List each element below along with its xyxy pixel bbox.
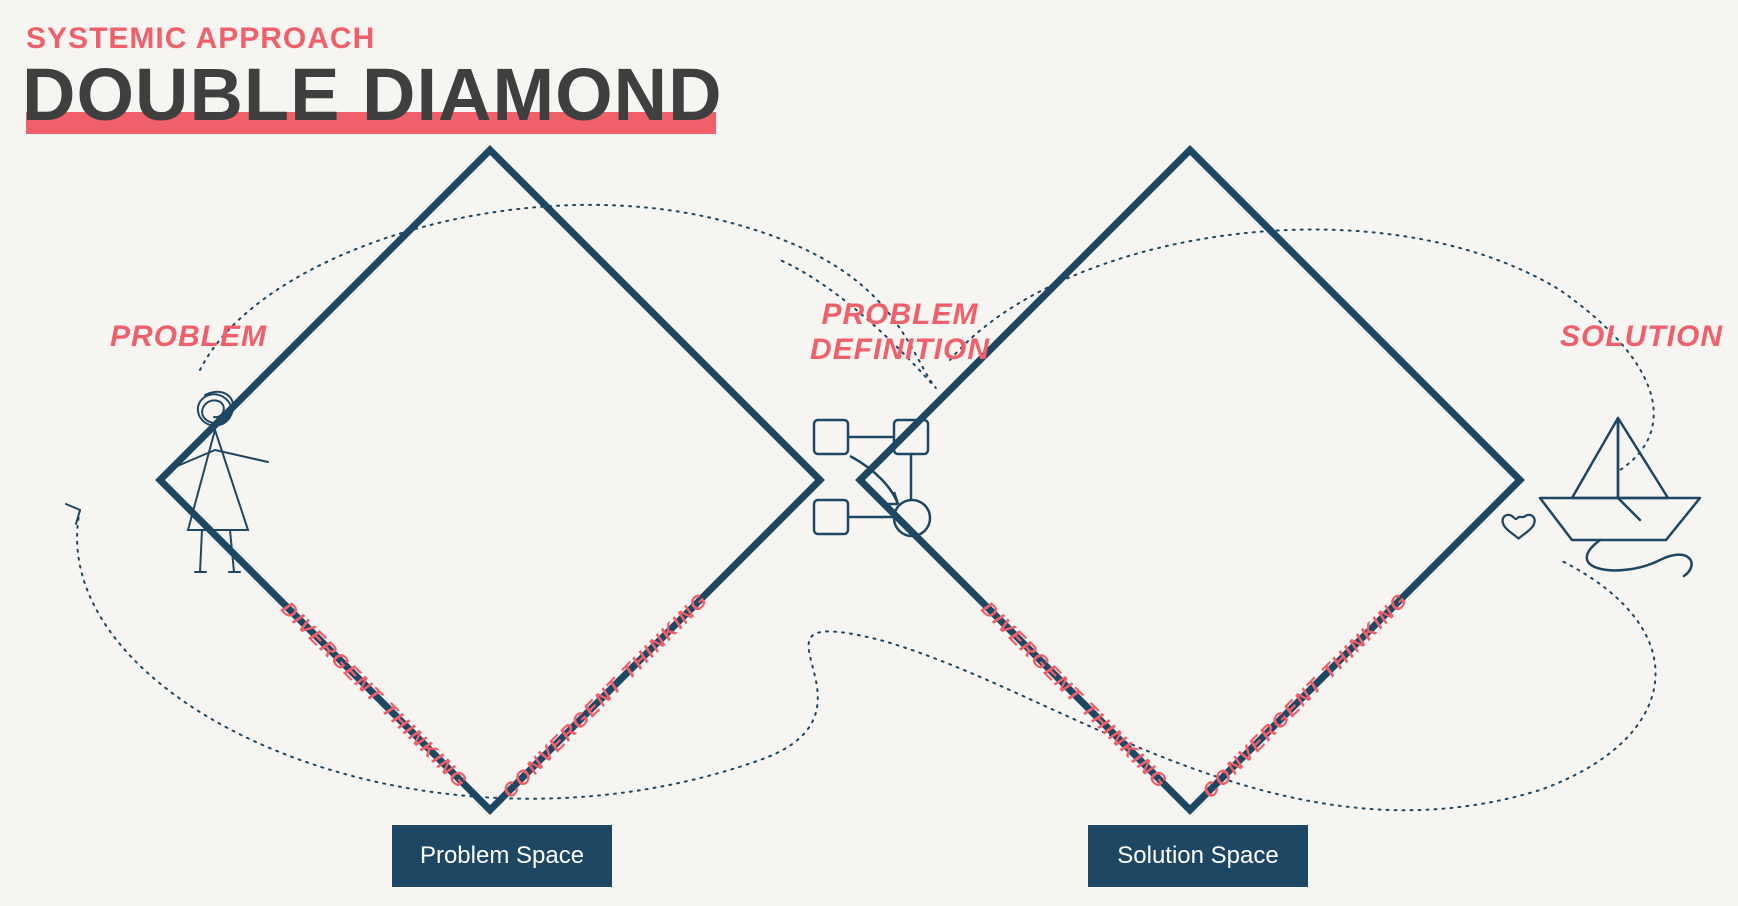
d1-convergent-label: CONVERGENT THINKING — [499, 589, 713, 803]
label-problem-definition-l2: DEFINITION — [810, 333, 990, 366]
definition-icon — [814, 420, 930, 536]
diagram-stage: SYSTEMIC APPROACH DOUBLE DIAMOND — [0, 0, 1738, 906]
label-problem-definition-l1: PROBLEM — [822, 298, 979, 331]
label-problem: PROBLEM — [110, 320, 267, 354]
dotted-connectors — [66, 205, 1656, 810]
diagram-svg: DIVERGENT THINKING CONVERGENT THINKING D… — [0, 0, 1738, 906]
label-problem-definition: PROBLEM DEFINITION — [800, 298, 1000, 367]
d2-divergent-label: DIVERGENT THINKING — [976, 598, 1172, 794]
solution-space-badge: Solution Space — [1088, 825, 1308, 887]
label-solution: SOLUTION — [1560, 320, 1723, 354]
diamond-solution — [860, 150, 1520, 810]
d1-divergent-label: DIVERGENT THINKING — [276, 598, 472, 794]
diamond-problem — [160, 150, 820, 810]
d2-convergent-label: CONVERGENT THINKING — [1199, 589, 1413, 803]
boat-icon — [1503, 418, 1700, 576]
problem-space-badge: Problem Space — [392, 825, 612, 887]
